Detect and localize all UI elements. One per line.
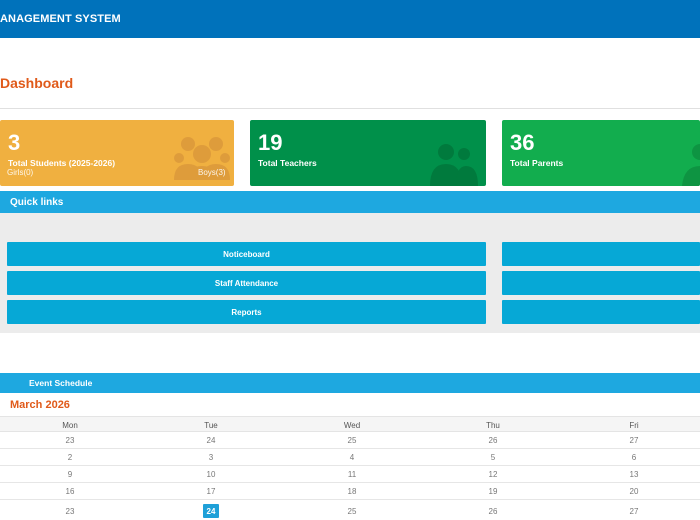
calendar-week-row: 23 24 25 26 27 — [0, 432, 700, 449]
teachers-icon — [430, 144, 478, 186]
calendar-day[interactable]: 27 — [629, 506, 639, 516]
divider — [0, 108, 700, 109]
top-navbar: ANAGEMENT SYSTEM — [0, 0, 700, 38]
calendar-day[interactable]: 17 — [206, 486, 216, 496]
calendar-day[interactable]: 26 — [488, 435, 498, 445]
calendar-day[interactable]: 25 — [347, 506, 357, 516]
calendar-day[interactable]: 18 — [347, 486, 357, 496]
calendar-week-row: 16 17 18 19 20 — [0, 483, 700, 500]
weekday-tue: Tue — [204, 420, 218, 430]
total-teachers-card[interactable]: 19 Total Teachers — [250, 120, 486, 186]
students-group-icon — [174, 137, 230, 180]
calendar-week-row: 2 3 4 5 6 — [0, 449, 700, 466]
quick-link-button-right-2[interactable] — [502, 271, 700, 295]
girls-count: Girls(0) — [7, 168, 34, 177]
calendar-day[interactable]: 12 — [488, 469, 498, 479]
quick-links-header: Quick links — [0, 191, 700, 213]
calendar-day[interactable]: 13 — [629, 469, 639, 479]
calendar-day[interactable]: 4 — [349, 452, 355, 462]
event-schedule-header: Event Schedule — [0, 373, 700, 393]
calendar-day[interactable]: 5 — [490, 452, 496, 462]
staff-attendance-button[interactable]: Staff Attendance — [7, 271, 486, 295]
calendar-weekday-header: Mon Tue Wed Thu Fri — [0, 416, 700, 432]
teachers-label: Total Teachers — [258, 158, 317, 168]
calendar-day[interactable]: 3 — [208, 452, 214, 462]
page-title: Dashboard — [0, 75, 74, 91]
calendar-day[interactable]: 23 — [65, 435, 75, 445]
weekday-thu: Thu — [486, 420, 500, 430]
calendar-day[interactable]: 9 — [67, 469, 73, 479]
calendar-day-today[interactable]: 24 — [181, 503, 241, 519]
calendar-day[interactable]: 11 — [347, 469, 357, 479]
weekday-wed: Wed — [343, 420, 361, 430]
students-count: 3 — [8, 130, 21, 155]
calendar-day[interactable]: 6 — [631, 452, 637, 462]
calendar-week-row: 23 24 25 26 27 — [0, 503, 700, 520]
calendar-day[interactable]: 2 — [67, 452, 73, 462]
students-label: Total Students (2025-2026) — [8, 158, 116, 168]
quick-link-button-right-3[interactable] — [502, 300, 700, 324]
total-students-card[interactable]: 3 Total Students (2025-2026) Girls(0) Bo… — [0, 120, 234, 186]
calendar-week-row: 9 10 11 12 13 — [0, 466, 700, 483]
parents-count: 36 — [510, 130, 535, 155]
calendar-day[interactable]: 16 — [65, 486, 75, 496]
teachers-count: 19 — [258, 130, 283, 155]
app-title: ANAGEMENT SYSTEM — [0, 13, 121, 25]
calendar-day[interactable]: 23 — [65, 506, 75, 516]
total-parents-card[interactable]: 36 Total Parents — [502, 120, 700, 186]
weekday-mon: Mon — [62, 420, 78, 430]
parent-icon — [682, 144, 700, 186]
reports-button[interactable]: Reports — [7, 300, 486, 324]
calendar-day[interactable]: 24 — [206, 435, 216, 445]
calendar-day[interactable]: 27 — [629, 435, 639, 445]
calendar-day[interactable]: 26 — [488, 506, 498, 516]
calendar-day[interactable]: 19 — [488, 486, 498, 496]
calendar-day[interactable]: 10 — [206, 469, 216, 479]
weekday-fri: Fri — [629, 420, 639, 430]
calendar-day[interactable]: 20 — [629, 486, 639, 496]
quick-link-button-right-1[interactable] — [502, 242, 700, 266]
boys-count: Boys(3) — [198, 168, 226, 177]
calendar-month: March 2026 — [10, 399, 70, 411]
noticeboard-button[interactable]: Noticeboard — [7, 242, 486, 266]
parents-label: Total Parents — [510, 158, 564, 168]
calendar-day[interactable]: 25 — [347, 435, 357, 445]
today-marker[interactable]: 24 — [203, 504, 219, 518]
